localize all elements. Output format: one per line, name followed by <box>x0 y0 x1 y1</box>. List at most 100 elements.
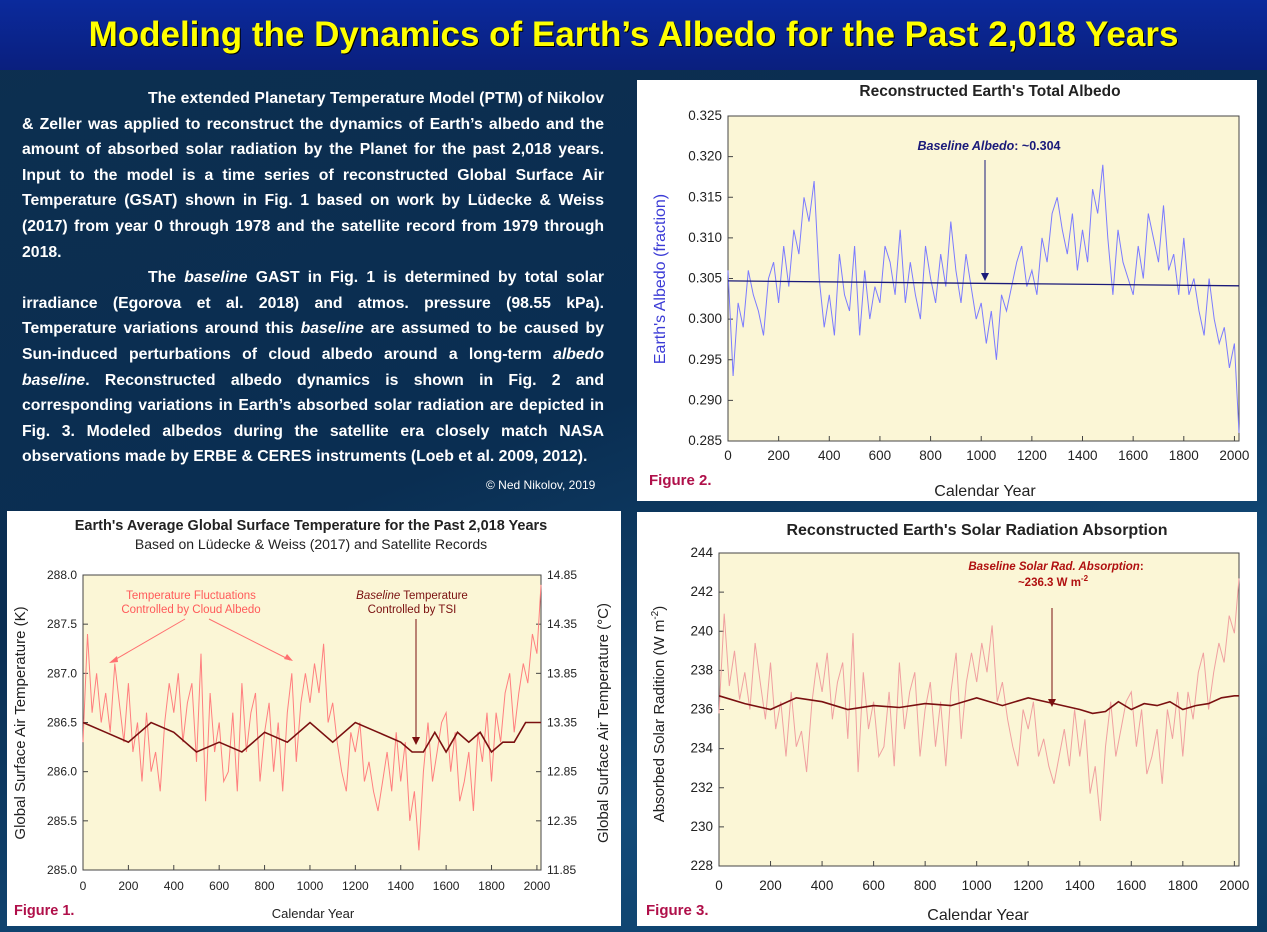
x-tick-label: 0 <box>715 878 723 893</box>
albedo-x-axis-label: Calendar Year <box>934 483 1036 500</box>
y-right-tick-label: 11.85 <box>547 863 576 877</box>
y-right-tick-label: 13.35 <box>547 716 577 730</box>
y-tick-label: 287.0 <box>47 666 77 680</box>
y-tick-label: 0.325 <box>688 108 722 123</box>
x-tick-label: 1600 <box>1116 878 1146 893</box>
y-tick-label: 0.315 <box>688 189 722 204</box>
x-tick-label: 1000 <box>297 879 324 893</box>
y-tick-label: 238 <box>690 662 713 677</box>
y-right-tick-label: 14.35 <box>547 617 577 631</box>
temperature-x-axis-label: Calendar Year <box>272 906 355 921</box>
x-tick-label: 400 <box>164 879 184 893</box>
albedo-y-ticks: 0.285 0.290 0.295 0.300 0.305 0.310 0.315 0.320… <box>688 108 733 448</box>
albedo-x-ticks: 0 200 400 600 800 1000 1200 1400 1600 1800 2000 <box>724 436 1249 463</box>
intro-paragraph-1: The extended Planetary Temperature Model… <box>22 90 604 261</box>
absorption-chart: Reconstructed Earth's Solar Radiation Ab… <box>646 522 1249 924</box>
y-tick-label: 288.0 <box>47 568 77 582</box>
absorption-y-ticks: 228 230 232 234 236 238 240 242 244 <box>690 545 724 873</box>
absorption-annotation-line-2: ~236.3 W m-2 <box>1018 574 1089 589</box>
albedo-y-axis-label: Earth's Albedo (fraction) <box>652 194 669 364</box>
x-tick-label: 1800 <box>1169 448 1199 463</box>
x-tick-label: 600 <box>862 878 885 893</box>
x-tick-label: 1800 <box>1168 878 1198 893</box>
albedo-plot-area <box>727 115 1240 442</box>
x-tick-label: 0 <box>80 879 87 893</box>
albedo-baseline-line <box>727 280 1240 287</box>
y-tick-label: 286.0 <box>47 765 77 779</box>
x-tick-label: 0 <box>724 448 732 463</box>
temperature-chart-title: Earth's Average Global Surface Temperatu… <box>75 518 548 534</box>
temperature-y-ticks: 285.0 285.5 286.0 286.5 287.0 287.5 288.0 <box>47 568 88 877</box>
x-tick-label: 1400 <box>1065 878 1095 893</box>
temperature-x-ticks: 0 200 400 600 800 1000 1200 1400 1600 1800 2000 <box>80 865 551 893</box>
figure-2-panel: Reconstructed Earth's Total Albedo 0.285… <box>637 80 1257 501</box>
fluctuation-arrow-right <box>208 618 291 661</box>
y-tick-label: 234 <box>690 741 713 756</box>
albedo-series-line <box>727 164 1240 433</box>
absorption-x-ticks: 0 200 400 600 800 1000 1200 1400 1600 1800 2000 <box>715 861 1249 893</box>
x-tick-label: 200 <box>759 878 782 893</box>
absorption-y-axis-label: Absorbed Solar Radition (W m-2) <box>650 606 668 823</box>
temperature-y-ticks-right: 11.85 12.35 12.85 13.35 13.85 14.35 14.85 <box>536 568 577 877</box>
x-tick-label: 200 <box>767 448 790 463</box>
fluctuation-arrowhead-left <box>109 656 118 663</box>
title-bar: Modeling the Dynamics of Earth’s Albedo … <box>0 0 1267 70</box>
y-right-tick-label: 14.85 <box>547 568 577 582</box>
temperature-plot-area <box>82 574 542 871</box>
figure-3-label: Figure 3. <box>646 902 709 919</box>
fluctuation-annotation-line-2: Controlled by Cloud Albedo <box>121 604 260 616</box>
temperature-chart-subtitle: Based on Lüdecke & Weiss (2017) and Sate… <box>135 536 487 552</box>
y-tick-label: 236 <box>690 702 713 717</box>
y-tick-label: 0.320 <box>688 149 722 164</box>
y-tick-label: 230 <box>690 819 713 834</box>
x-tick-label: 1800 <box>478 879 505 893</box>
temperature-series-line <box>82 584 542 851</box>
x-tick-label: 2000 <box>1219 878 1249 893</box>
temperature-chart: Earth's Average Global Surface Temperatu… <box>12 518 612 921</box>
x-tick-label: 1600 <box>1118 448 1148 463</box>
albedo-annotation: Baseline Albedo: ~0.304 <box>917 139 1060 153</box>
y-tick-label: 285.0 <box>47 863 77 877</box>
y-tick-label: 244 <box>690 545 713 560</box>
y-right-tick-label: 13.85 <box>547 666 577 680</box>
x-tick-label: 1200 <box>342 879 369 893</box>
y-tick-label: 228 <box>690 858 713 873</box>
x-tick-label: 2000 <box>1219 448 1249 463</box>
figure-1-panel: Earth's Average Global Surface Temperatu… <box>7 511 621 926</box>
x-tick-label: 200 <box>118 879 138 893</box>
y-tick-label: 0.305 <box>688 271 722 286</box>
x-tick-label: 600 <box>869 448 892 463</box>
y-tick-label: 232 <box>690 780 713 795</box>
x-tick-label: 800 <box>255 879 275 893</box>
y-right-tick-label: 12.35 <box>547 814 577 828</box>
y-tick-label: 0.295 <box>688 352 722 367</box>
figure-3-panel: Reconstructed Earth's Solar Radiation Ab… <box>637 512 1257 926</box>
y-tick-label: 240 <box>690 623 713 638</box>
figure-2-label: Figure 2. <box>649 472 712 489</box>
albedo-annotation-arrowhead <box>981 273 989 281</box>
y-tick-label: 285.5 <box>47 814 77 828</box>
albedo-chart-title: Reconstructed Earth's Total Albedo <box>859 83 1120 100</box>
credit: © Ned Nikolov, 2019 <box>486 478 596 492</box>
absorption-x-axis-label: Calendar Year <box>927 907 1029 924</box>
x-tick-label: 600 <box>209 879 229 893</box>
intro-paragraph-2: The baseline GAST in Fig. 1 is determine… <box>22 269 604 466</box>
albedo-chart: Reconstructed Earth's Total Albedo 0.285… <box>649 83 1249 500</box>
figure-1-label: Figure 1. <box>14 903 74 919</box>
absorption-annotation-line-1: Baseline Solar Rad. Absorption: <box>968 561 1143 573</box>
fluctuation-arrowhead-right <box>284 654 293 661</box>
temperature-y-axis-label-right: Global Surface Air Temperature (°C) <box>595 603 612 843</box>
y-tick-label: 0.300 <box>688 311 722 326</box>
x-tick-label: 1000 <box>962 878 992 893</box>
x-tick-label: 1000 <box>966 448 996 463</box>
x-tick-label: 400 <box>818 448 841 463</box>
baseline-annotation-arrowhead <box>412 737 420 745</box>
y-right-tick-label: 12.85 <box>547 765 577 779</box>
y-tick-label: 286.5 <box>47 716 77 730</box>
x-tick-label: 400 <box>811 878 834 893</box>
y-tick-label: 0.290 <box>688 392 722 407</box>
y-tick-label: 287.5 <box>47 617 77 631</box>
x-tick-label: 1200 <box>1017 448 1047 463</box>
baseline-annotation-line-1: Baseline Temperature <box>356 590 468 602</box>
fluctuation-arrow-left <box>110 618 186 663</box>
